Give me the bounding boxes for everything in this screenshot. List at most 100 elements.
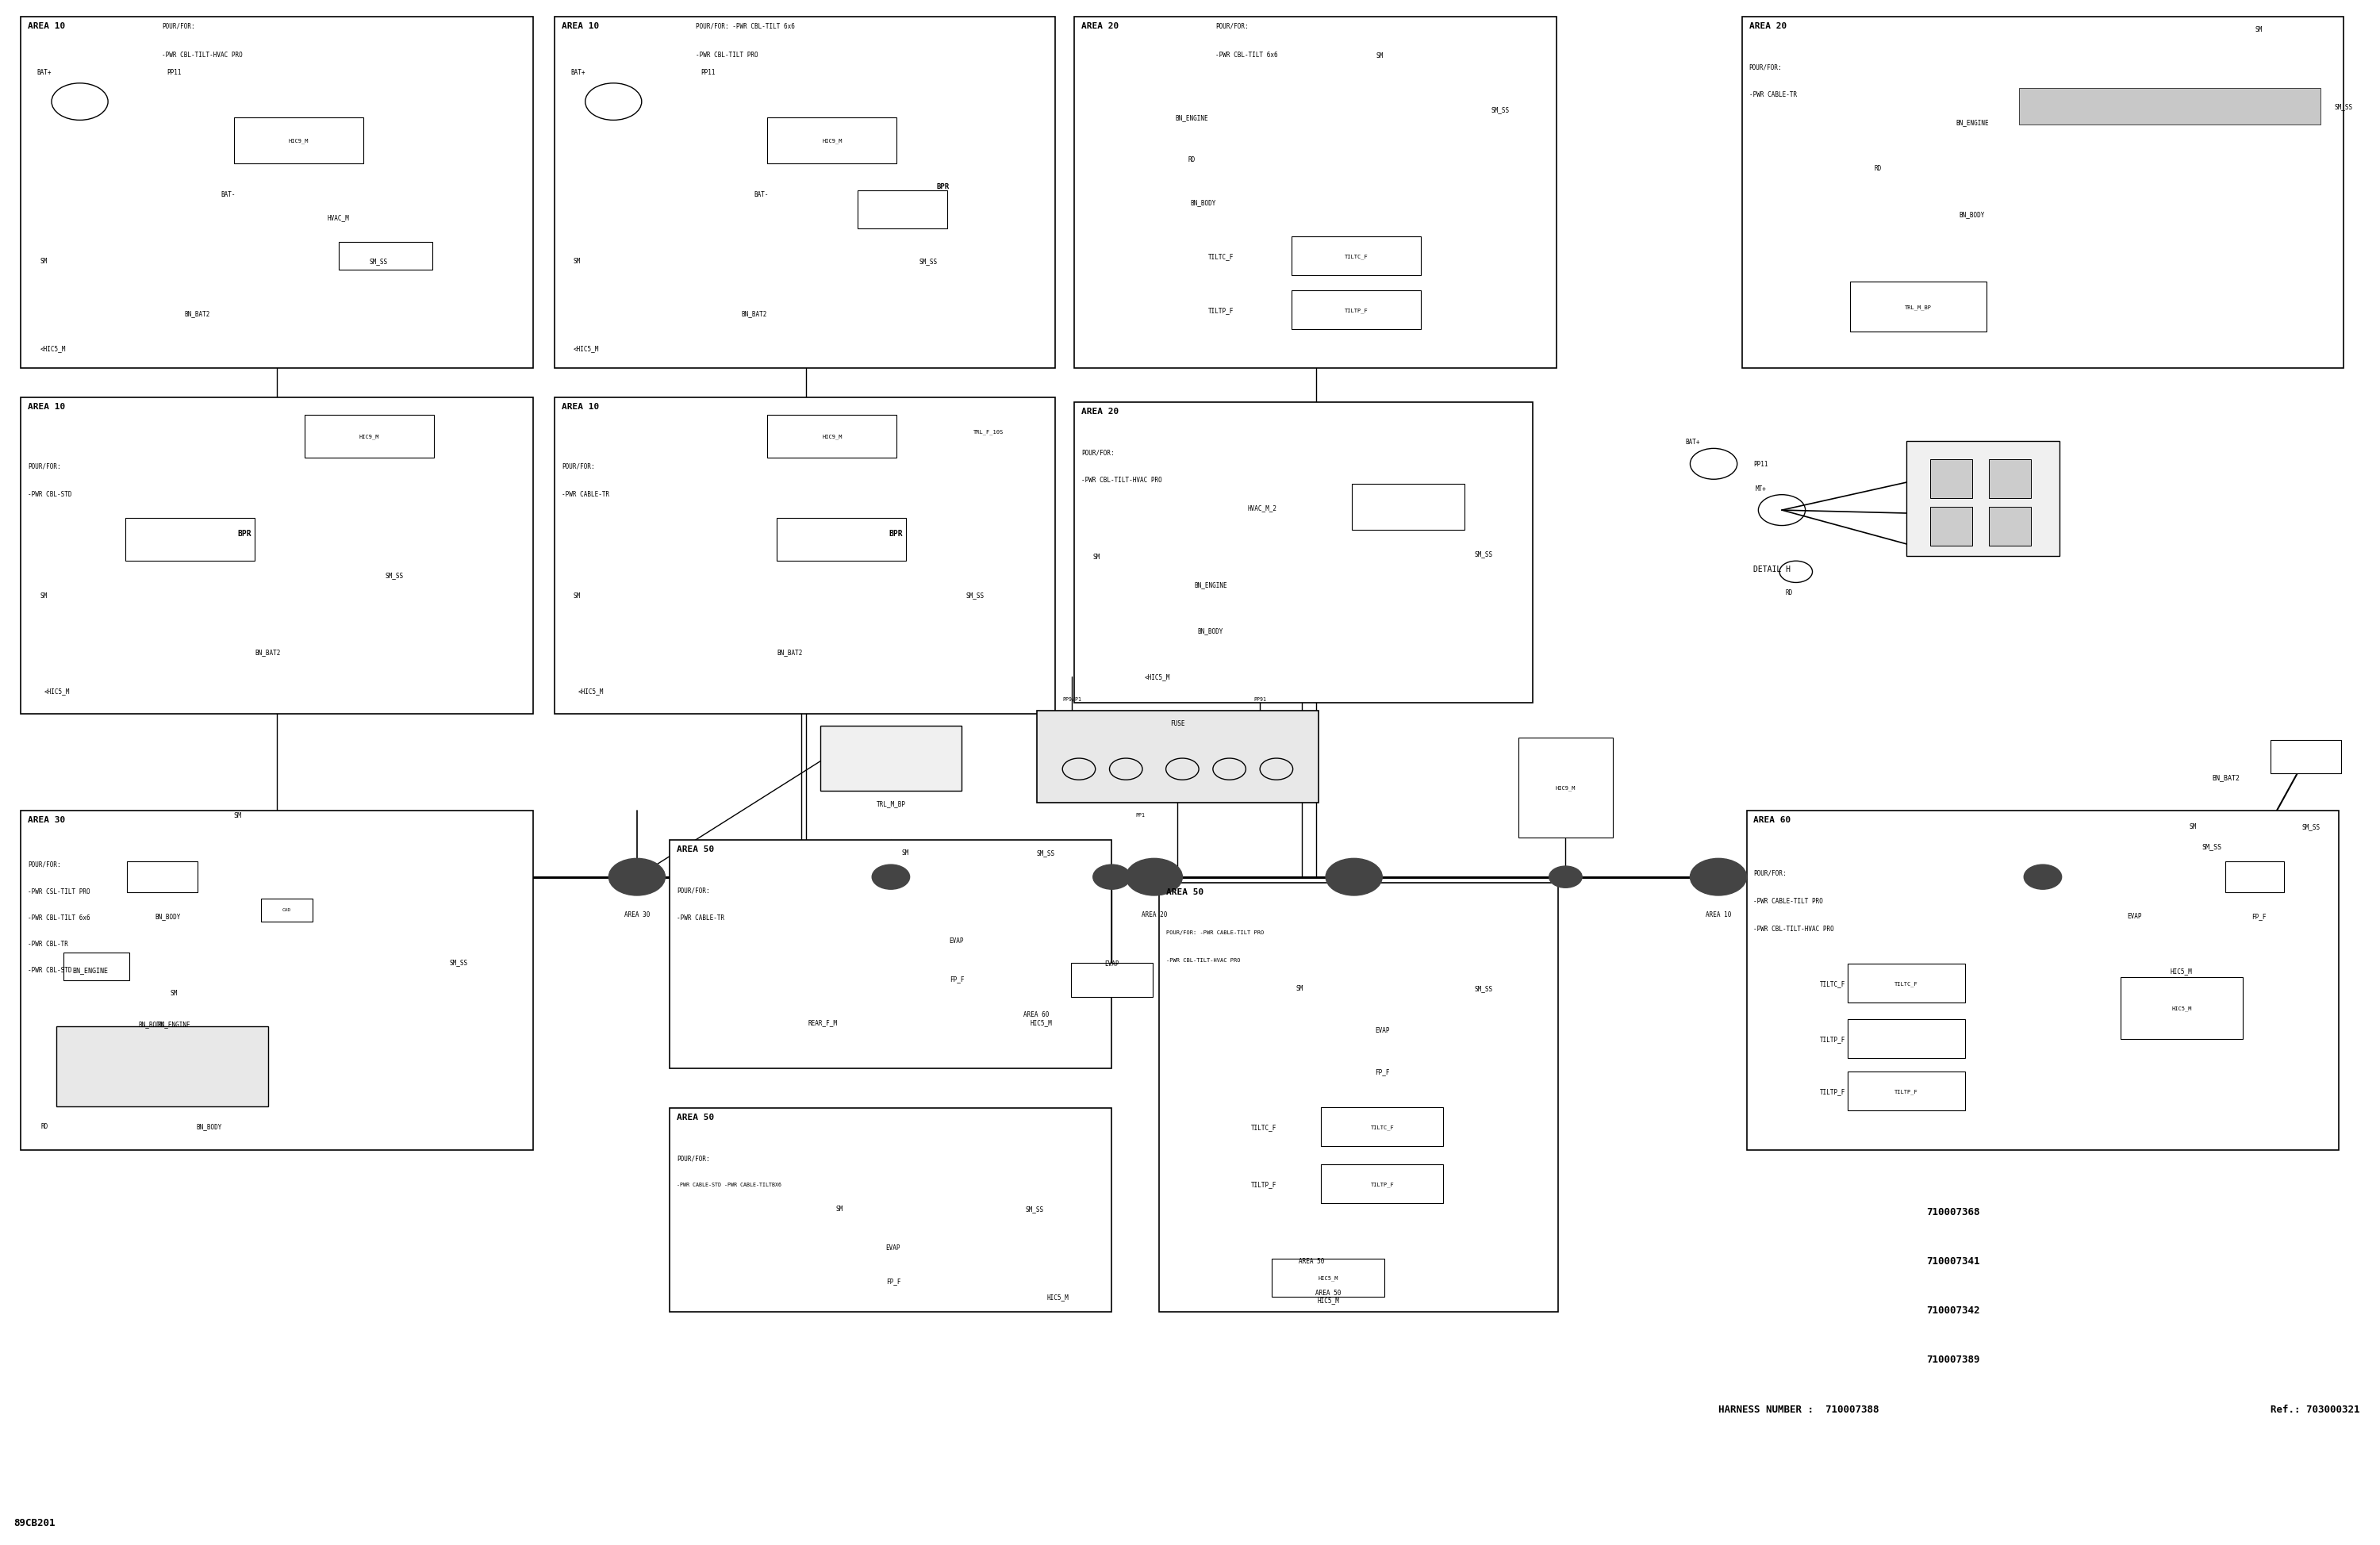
Bar (1073, 403, 1533, 703)
Text: HIC5_M: HIC5_M (1319, 1275, 1338, 1281)
Text: BN_ENGINE: BN_ENGINE (1176, 114, 1209, 122)
Bar (1847, 1072, 1966, 1111)
Text: AREA 20: AREA 20 (1081, 408, 1119, 416)
Text: BN_ENGINE: BN_ENGINE (157, 1020, 190, 1027)
Text: -PWR CABLE-TR: -PWR CABLE-TR (676, 915, 724, 921)
Text: TILTP_F: TILTP_F (1821, 1088, 1844, 1095)
Text: SM_SS: SM_SS (1026, 1205, 1042, 1213)
Text: AREA 60: AREA 60 (1754, 816, 1792, 823)
Circle shape (1330, 862, 1378, 893)
Bar (2271, 740, 2342, 774)
Text: POUR/FOR:: POUR/FOR: (162, 22, 195, 29)
Text: TILTC_F: TILTC_F (1821, 980, 1844, 987)
Bar (21, 811, 533, 1149)
Text: BPR: BPR (888, 530, 902, 538)
Bar (1847, 964, 1966, 1003)
Text: -PWR CBL-TR: -PWR CBL-TR (29, 941, 69, 947)
Text: BN_ENGINE: BN_ENGINE (1195, 581, 1228, 589)
Text: SM: SM (233, 811, 240, 819)
Text: AREA 10: AREA 10 (562, 22, 600, 31)
Text: AREA 10: AREA 10 (1706, 912, 1730, 918)
Text: BN_ENGINE: BN_ENGINE (1956, 119, 1990, 127)
Text: BN_BAT2: BN_BAT2 (776, 649, 802, 657)
Text: AREA 50: AREA 50 (676, 1112, 714, 1122)
Text: DETAIL H: DETAIL H (1754, 565, 1790, 573)
Text: HIC5_M: HIC5_M (1047, 1293, 1069, 1299)
Bar (1742, 17, 2344, 369)
Circle shape (871, 865, 909, 890)
Bar (2225, 862, 2285, 893)
Text: BN_BAT2: BN_BAT2 (255, 649, 281, 657)
Text: HIC9_M: HIC9_M (1557, 785, 1576, 791)
Text: TILTP_F: TILTP_F (1821, 1035, 1844, 1043)
Text: TILTP_F: TILTP_F (1252, 1180, 1276, 1188)
Text: BAT-: BAT- (754, 192, 769, 198)
Bar (1990, 460, 2030, 499)
Text: 89CB201: 89CB201 (14, 1517, 55, 1528)
Text: BN_BODY: BN_BODY (1959, 212, 1985, 218)
Bar (338, 243, 433, 270)
Text: SM: SM (40, 592, 48, 599)
Text: BN_BODY: BN_BODY (155, 912, 181, 919)
Text: PP1: PP1 (1135, 813, 1145, 817)
Text: POUR/FOR:: POUR/FOR: (562, 464, 595, 470)
Text: SM: SM (902, 850, 909, 856)
Text: FP_F: FP_F (1376, 1068, 1390, 1075)
Text: PP11: PP11 (700, 70, 714, 76)
Text: AREA 10: AREA 10 (562, 403, 600, 411)
Bar (1930, 507, 1973, 545)
Text: -PWR CABLE-TR: -PWR CABLE-TR (1749, 91, 1797, 99)
Text: -PWR CBL-TILT-HVAC PRO: -PWR CBL-TILT-HVAC PRO (1166, 958, 1240, 963)
Text: BN_BAT2: BN_BAT2 (2213, 774, 2240, 780)
Bar (305, 416, 433, 459)
Text: POUR/FOR:: POUR/FOR: (676, 1154, 709, 1162)
Text: TILTC_F: TILTC_F (1209, 253, 1235, 260)
Bar (776, 518, 907, 561)
Bar (1271, 1259, 1385, 1298)
Text: HIC9_M: HIC9_M (359, 434, 378, 439)
Text: AREA 50: AREA 50 (1299, 1258, 1326, 1264)
Text: AREA 30: AREA 30 (624, 912, 650, 918)
Text: SM: SM (574, 592, 581, 599)
Text: AREA 20: AREA 20 (1142, 912, 1166, 918)
Text: AREA 10: AREA 10 (29, 403, 67, 411)
Circle shape (1138, 867, 1171, 888)
Text: FP_F: FP_F (2251, 912, 2266, 919)
Text: AREA 20: AREA 20 (1081, 22, 1119, 31)
Text: SM: SM (2190, 823, 2197, 830)
Text: BN_BODY: BN_BODY (1190, 199, 1216, 205)
Bar (57, 1027, 269, 1106)
Text: BN_BAT2: BN_BAT2 (743, 311, 766, 317)
Text: -PWR CBL-TILT PRO: -PWR CBL-TILT PRO (695, 51, 759, 59)
Text: BPR: BPR (238, 530, 252, 538)
Text: TRL_M_BP: TRL_M_BP (876, 800, 904, 808)
Circle shape (2023, 865, 2061, 890)
Text: BAT-: BAT- (221, 192, 236, 198)
Bar (126, 518, 255, 561)
Text: BPR: BPR (935, 184, 950, 190)
Text: RD: RD (1875, 165, 1883, 171)
Text: EVAP: EVAP (2128, 912, 2142, 919)
Text: AREA 20: AREA 20 (1749, 22, 1787, 31)
Text: -PWR CBL-STD: -PWR CBL-STD (29, 967, 71, 973)
Text: SM: SM (835, 1205, 843, 1213)
Text: POUR/FOR:: POUR/FOR: (29, 861, 62, 867)
Bar (669, 840, 1111, 1068)
Text: SM: SM (1092, 553, 1100, 561)
Text: HIC9_M: HIC9_M (821, 434, 843, 439)
Text: POUR/FOR:: POUR/FOR: (1749, 63, 1783, 71)
Bar (857, 192, 947, 230)
Text: FUSE: FUSE (1171, 720, 1185, 726)
Bar (21, 399, 533, 714)
Text: AREA 50: AREA 50 (1166, 888, 1204, 896)
Bar (1321, 1108, 1442, 1146)
Bar (669, 1108, 1111, 1312)
Text: BN_BODY: BN_BODY (1197, 627, 1223, 635)
Bar (1849, 283, 1987, 332)
Text: BN_ENGINE: BN_ENGINE (74, 966, 109, 973)
Bar (766, 117, 897, 164)
Text: SM_SS: SM_SS (2335, 104, 2354, 111)
Text: SM: SM (40, 258, 48, 264)
Text: PP9/P1: PP9/P1 (1061, 697, 1081, 701)
Text: PP11: PP11 (1754, 460, 1768, 468)
